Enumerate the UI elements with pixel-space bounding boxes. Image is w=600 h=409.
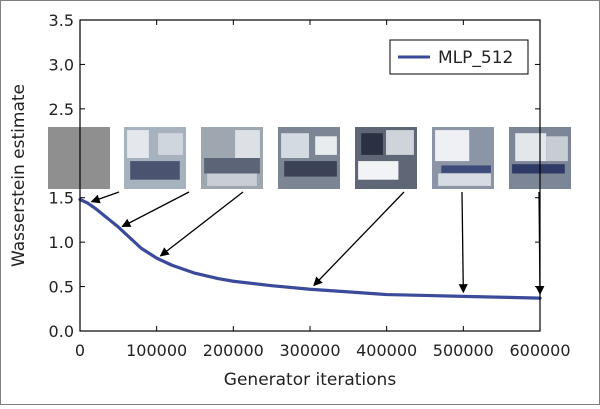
sample-thumbnail [278, 127, 340, 189]
x-tick-label: 600000 [509, 341, 570, 360]
thumbnail-detail [281, 133, 309, 158]
y-tick-label: 0.0 [49, 322, 74, 341]
series-line-mlp-512 [78, 197, 542, 300]
x-tick-label: 400000 [356, 341, 417, 360]
annotation-arrow [313, 191, 405, 287]
thumbnail-detail [441, 165, 491, 173]
thumbnail-detail [546, 136, 568, 162]
annotation-arrow [121, 191, 190, 228]
thumbnail-background [48, 127, 110, 189]
y-tick-label: 3.0 [49, 55, 74, 74]
thumbnail-detail [284, 161, 337, 177]
thumbnail-detail [438, 173, 491, 186]
plot-frame [79, 19, 541, 332]
legend: MLP_512 [389, 39, 529, 75]
sample-thumbnail [201, 127, 263, 189]
series-layer [78, 197, 542, 300]
annotation-arrow [458, 191, 468, 294]
sample-thumbnail [124, 127, 186, 189]
x-tick-label: 200000 [203, 341, 264, 360]
x-tick-label: 0 [75, 341, 85, 360]
x-axis-label: Generator iterations [224, 370, 397, 390]
x-tick-label: 100000 [126, 341, 187, 360]
y-tick-label: 1.0 [49, 233, 74, 252]
sample-thumbnail [432, 127, 494, 189]
sample-thumbnail [48, 127, 110, 189]
annotation-arrow [159, 191, 244, 257]
legend-label: MLP_512 [438, 48, 513, 68]
thumbnail-detail [207, 173, 257, 186]
thumbnail-detail [235, 130, 260, 158]
thumbnail-detail [386, 130, 414, 155]
thumbnail-detail [130, 161, 180, 180]
thumbnail-detail [204, 158, 260, 174]
y-tick-label: 0.5 [49, 278, 74, 297]
x-tick-label: 300000 [279, 341, 340, 360]
thumbnail-detail [358, 161, 399, 180]
thumbnail-detail [361, 133, 383, 155]
thumbnail-detail [515, 133, 547, 162]
thumbnail-detail [127, 130, 149, 158]
y-axis-label: Wasserstein estimate [9, 84, 29, 267]
thumbnail-detail [512, 164, 565, 174]
y-tick-label: 3.5 [49, 11, 74, 30]
thumbnail-detail [435, 130, 470, 162]
y-tick-label: 2.5 [49, 100, 74, 119]
annotation-arrow [90, 191, 120, 204]
thumbnail-detail [158, 133, 183, 155]
y-tick-label: 1.5 [49, 189, 74, 208]
sample-thumbnail [355, 127, 417, 189]
x-tick-label: 500000 [433, 341, 494, 360]
thumbnail-detail [315, 136, 337, 155]
